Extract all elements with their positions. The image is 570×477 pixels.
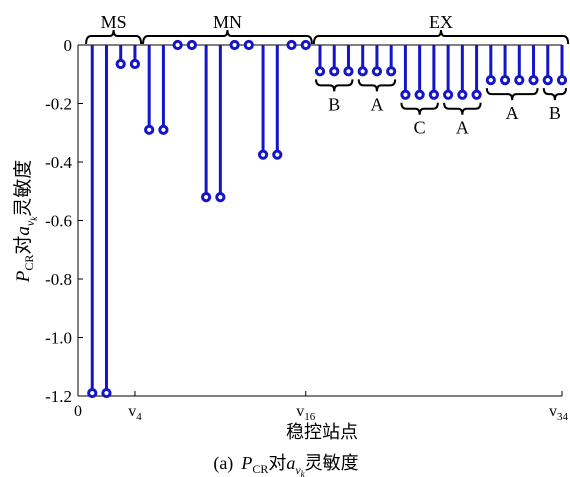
stem-marker bbox=[514, 75, 525, 86]
stem-marker bbox=[414, 89, 425, 100]
stem-marker bbox=[215, 192, 226, 203]
group-bracket-label: EX bbox=[429, 12, 453, 32]
y-axis-label: PCR对avk灵敏度 bbox=[12, 160, 39, 283]
stem-marker bbox=[158, 124, 169, 135]
sub-bracket bbox=[485, 88, 539, 101]
x-tick-label: v16 bbox=[296, 403, 316, 423]
group-bracket-label: MN bbox=[213, 12, 242, 32]
stem-marker bbox=[272, 149, 283, 160]
stem-marker bbox=[457, 89, 468, 100]
stem-marker bbox=[129, 58, 141, 70]
sub-bracket-label: A bbox=[456, 118, 469, 138]
sub-bracket-label: C bbox=[414, 118, 426, 138]
stem-marker bbox=[386, 66, 397, 77]
stem-marker bbox=[329, 66, 340, 77]
stem-marker bbox=[499, 75, 511, 86]
stem-marker bbox=[471, 89, 482, 100]
stem-marker bbox=[428, 89, 439, 100]
group-bracket bbox=[142, 29, 313, 45]
sub-bracket bbox=[400, 102, 439, 115]
y-tick-label: -1.0 bbox=[45, 329, 72, 348]
sub-bracket bbox=[357, 79, 397, 92]
y-tick-label: -0.4 bbox=[45, 153, 72, 172]
sub-bracket-label: B bbox=[549, 103, 561, 123]
y-tick-label: -0.8 bbox=[45, 270, 72, 289]
y-tick-label: -0.6 bbox=[45, 212, 72, 231]
x-axis-label: 稳控站点 bbox=[286, 422, 358, 442]
stem-marker bbox=[286, 39, 297, 51]
y-tick-label: -0.2 bbox=[45, 95, 72, 114]
y-ticks: 0 -0.2 -0.4 -0.6 -0.8 -1.0 -1.2 bbox=[45, 36, 83, 406]
stem-marker bbox=[201, 192, 212, 203]
stem-marker bbox=[556, 75, 568, 86]
stem-marker bbox=[257, 149, 269, 160]
y-tick-label: 0 bbox=[64, 36, 73, 55]
y-tick-label: -1.2 bbox=[45, 387, 72, 406]
stem-marker bbox=[243, 39, 254, 51]
brackets: MS MN EX B A C A A B bbox=[85, 12, 570, 138]
stem-marker bbox=[443, 89, 454, 100]
sub-bracket-label: B bbox=[328, 94, 340, 114]
stem-marker bbox=[172, 39, 183, 51]
stem-marker bbox=[314, 66, 326, 77]
sub-bracket-label: A bbox=[370, 94, 383, 114]
stem-marker bbox=[400, 89, 411, 100]
stem-marker bbox=[87, 387, 98, 399]
stem-marker bbox=[371, 66, 383, 77]
stem-marker bbox=[542, 75, 553, 86]
stem-marker bbox=[357, 66, 368, 77]
stem-marker bbox=[186, 39, 197, 51]
sub-bracket bbox=[315, 79, 354, 92]
sub-bracket-label: A bbox=[506, 103, 519, 123]
sub-bracket bbox=[542, 88, 567, 101]
figure-caption: (a) PCR对avk灵敏度 bbox=[213, 453, 358, 477]
stem-marker bbox=[343, 66, 354, 77]
group-bracket bbox=[85, 29, 143, 45]
x-tick-label: 0 bbox=[74, 403, 82, 420]
stem-marker bbox=[300, 39, 311, 51]
stem-marker bbox=[115, 58, 126, 70]
x-tick-label: v34 bbox=[549, 403, 569, 423]
stem-marker bbox=[229, 39, 240, 51]
stem-marker bbox=[101, 387, 112, 399]
x-ticks: 0 v4 v16 v34 bbox=[74, 391, 569, 423]
stem-marker bbox=[528, 75, 539, 86]
x-tick-label: v4 bbox=[128, 403, 142, 423]
sub-bracket bbox=[443, 102, 482, 115]
group-bracket bbox=[312, 29, 570, 45]
stem-marker bbox=[144, 124, 155, 135]
stem-marker bbox=[485, 75, 496, 86]
stems bbox=[87, 39, 568, 399]
group-bracket-label: MS bbox=[101, 12, 127, 32]
